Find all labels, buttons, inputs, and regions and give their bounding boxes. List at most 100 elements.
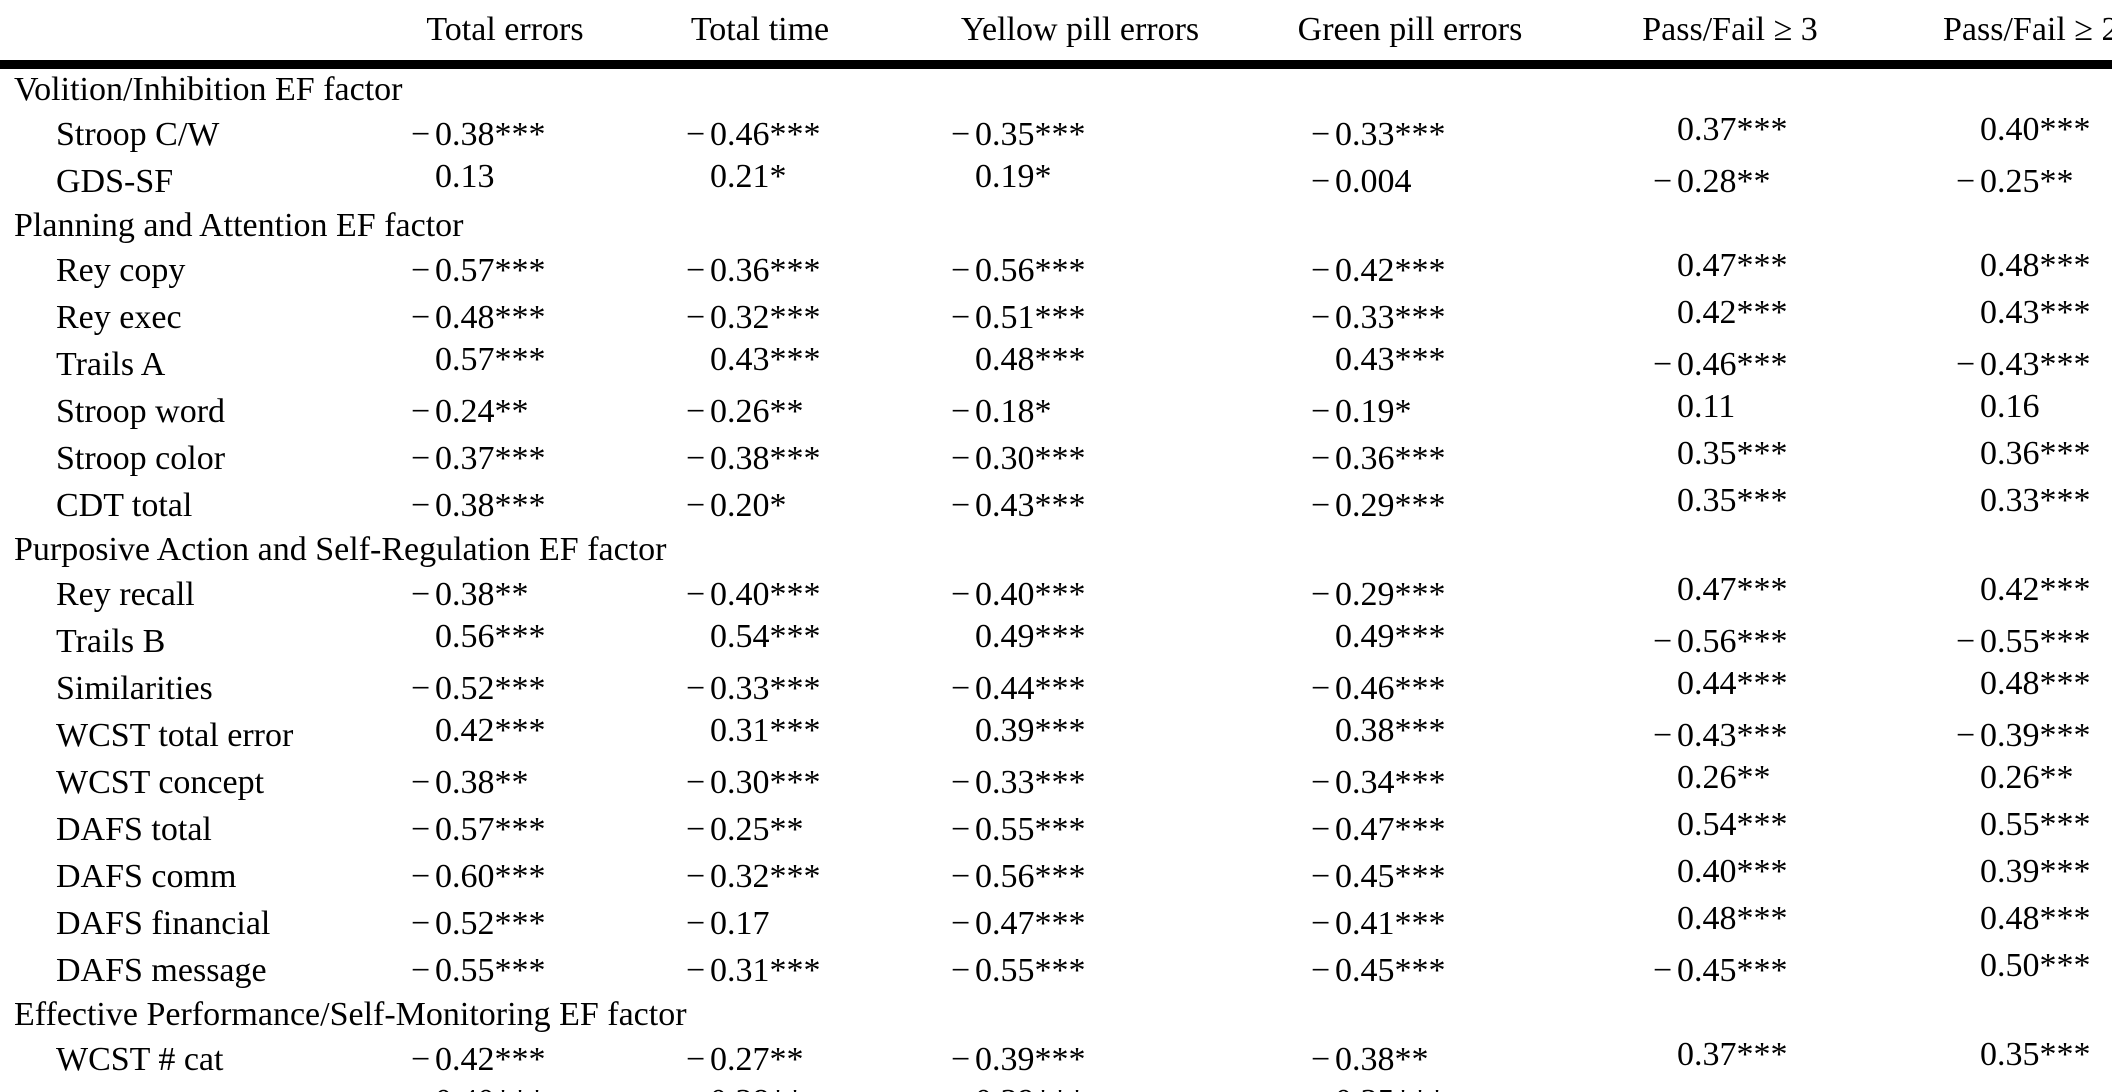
correlation-value: −0.31 *** bbox=[686, 952, 821, 990]
table-row: Rey copy −0.57 *** −0.36 *** −0.56 *** −0.42 ***… bbox=[0, 247, 2112, 294]
value-number: 0.55 bbox=[975, 951, 1035, 989]
minus-sign: − bbox=[951, 439, 971, 477]
significance-stars: *** bbox=[769, 115, 821, 153]
significance-stars: *** bbox=[1034, 857, 1086, 895]
minus-sign: − bbox=[1956, 162, 1976, 200]
value-number: 0.18 bbox=[975, 392, 1035, 430]
correlation-cell: −0.41*** bbox=[1900, 1083, 2112, 1092]
column-header: Total time bbox=[620, 0, 900, 69]
correlation-cell: 0.44 *** bbox=[1560, 665, 1900, 712]
value-number: 0.11 bbox=[1677, 388, 1736, 425]
correlation-value: −0.56 *** bbox=[951, 858, 1086, 896]
correlation-cell: 0.39*** bbox=[900, 712, 1260, 759]
value-number: 0.42 bbox=[1677, 294, 1737, 331]
correlation-cell: −0.45 *** bbox=[1260, 853, 1560, 900]
value-number: 0.43 bbox=[1335, 341, 1395, 378]
minus-sign bbox=[411, 341, 435, 379]
significance-stars: * bbox=[769, 158, 787, 195]
value-number: 0.31 bbox=[710, 712, 770, 749]
value-number: 0.46 bbox=[1335, 669, 1395, 707]
correlation-cell: −0.32 *** bbox=[620, 853, 900, 900]
minus-sign: − bbox=[1311, 904, 1331, 942]
table-row: Stroop color −0.37 *** −0.38 *** −0.30 *** −0.3… bbox=[0, 435, 2112, 482]
value-number: 0.54 bbox=[1677, 806, 1737, 843]
minus-sign: − bbox=[686, 763, 706, 801]
correlation-value: −0.32 *** bbox=[686, 299, 821, 337]
correlation-cell: −0.19 * bbox=[1260, 388, 1560, 435]
correlation-value: −0.38 *** bbox=[686, 440, 821, 478]
minus-sign bbox=[951, 341, 975, 379]
significance-stars: *** bbox=[2039, 482, 2091, 519]
correlation-cell: −0.55 *** bbox=[1900, 618, 2112, 665]
minus-sign bbox=[411, 618, 435, 656]
row-label: Stroop color bbox=[56, 439, 226, 477]
significance-stars: *** bbox=[494, 341, 546, 378]
minus-sign bbox=[411, 158, 435, 196]
column-header: Pass/Fail ≥ 3 bbox=[1560, 0, 1900, 69]
correlation-value: 0.44 *** bbox=[1653, 665, 1788, 703]
value-number: 0.45 bbox=[1335, 951, 1395, 989]
minus-sign bbox=[1653, 665, 1677, 703]
significance-stars: *** bbox=[2039, 622, 2091, 660]
value-number: 0.13 bbox=[435, 158, 495, 195]
correlation-cell: −0.39 *** bbox=[1900, 712, 2112, 759]
minus-sign: − bbox=[686, 439, 706, 477]
significance-stars: *** bbox=[494, 712, 546, 749]
correlation-value: 0.35*** bbox=[1653, 482, 1788, 520]
significance-stars: *** bbox=[1034, 341, 1086, 378]
minus-sign: − bbox=[686, 575, 706, 613]
correlation-cell: −0.25 ** bbox=[620, 806, 900, 853]
correlation-cell: −0.60 *** bbox=[390, 853, 620, 900]
minus-sign: − bbox=[1956, 622, 1976, 660]
table-row: Trails B 0.56 *** 0.54 *** 0.49 *** 0.49 *** −0.5… bbox=[0, 618, 2112, 665]
value-number: 0.48 bbox=[1980, 900, 2040, 937]
correlation-value: 0.39*** bbox=[951, 712, 1086, 750]
minus-sign: − bbox=[686, 392, 706, 430]
correlation-value: 0.21 * bbox=[686, 158, 787, 196]
correlation-cell: 0.19 * bbox=[900, 158, 1260, 205]
value-number: 0.25 bbox=[710, 810, 770, 848]
correlation-value: −0.39 *** bbox=[1956, 717, 2091, 755]
significance-stars: *** bbox=[1395, 1083, 1446, 1092]
value-number: 0.48 bbox=[975, 341, 1035, 378]
correlation-cell: 0.40*** bbox=[1560, 853, 1900, 900]
correlation-cell: 0.48 *** bbox=[900, 341, 1260, 388]
table-row: DAFS financial −0.52 *** −0.17−0.47 *** −0.41… bbox=[0, 900, 2112, 947]
value-number: 0.38 bbox=[435, 115, 495, 153]
minus-sign bbox=[1956, 759, 1980, 797]
minus-sign: − bbox=[686, 298, 706, 336]
significance-stars: *** bbox=[494, 1040, 546, 1078]
table-row: GDS-SF 0.13 0.21 * 0.19 * −0.004−0.28 ** −0.25 ** bbox=[0, 158, 2112, 205]
correlation-cell: 0.35*** bbox=[1900, 1036, 2112, 1083]
minus-sign bbox=[1653, 435, 1677, 473]
value-number: 0.55 bbox=[1980, 806, 2040, 843]
correlation-cell: −0.36 *** bbox=[620, 247, 900, 294]
value-number: 0.27 bbox=[710, 1040, 770, 1078]
significance-stars: ** bbox=[494, 392, 529, 430]
correlation-value: 0.50 *** bbox=[1956, 947, 2091, 985]
minus-sign bbox=[1956, 111, 1980, 149]
minus-sign: − bbox=[411, 810, 431, 848]
row-label: DAFS comm bbox=[56, 857, 237, 895]
significance-stars: *** bbox=[2039, 111, 2091, 148]
value-number: 0.34 bbox=[1335, 763, 1395, 801]
section-header: Purposive Action and Self-Regulation EF … bbox=[14, 531, 667, 568]
value-number: 0.29 bbox=[1335, 486, 1395, 524]
correlation-cell: 0.42 *** bbox=[1900, 571, 2112, 618]
correlation-value: −0.44 *** bbox=[951, 670, 1086, 708]
minus-sign: − bbox=[686, 251, 706, 289]
minus-sign: − bbox=[1311, 857, 1331, 895]
significance-stars: *** bbox=[1034, 439, 1086, 477]
value-number: 0.40 bbox=[1677, 853, 1737, 890]
significance-stars: *** bbox=[1736, 111, 1788, 148]
correlation-value: −0.33 *** bbox=[1311, 116, 1446, 154]
value-number: 0.16 bbox=[1980, 388, 2040, 425]
correlation-value: 0.11 bbox=[1653, 388, 1735, 426]
correlation-cell: 0.48 *** bbox=[1900, 900, 2112, 947]
significance-stars: *** bbox=[2039, 294, 2091, 331]
value-number: 0.48 bbox=[1980, 247, 2040, 284]
correlation-value: −0.43*** bbox=[951, 487, 1086, 525]
minus-sign: − bbox=[951, 298, 971, 336]
significance-stars: ** bbox=[769, 392, 804, 430]
significance-stars: ** bbox=[494, 575, 529, 613]
